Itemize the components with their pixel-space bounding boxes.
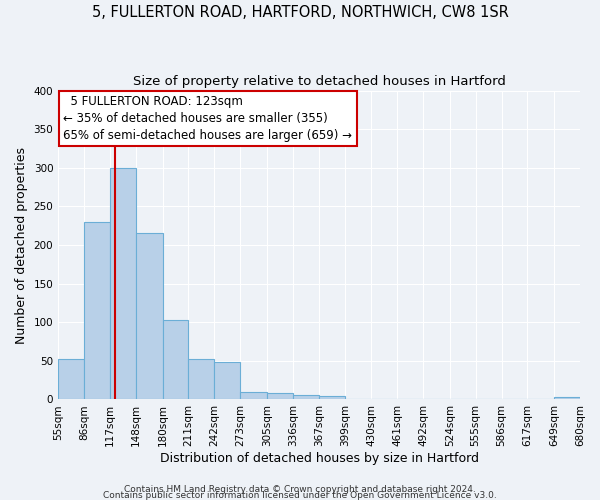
Bar [163,320,188,400]
Bar [293,395,319,400]
Bar [267,394,293,400]
Bar [110,168,136,400]
Bar [214,362,240,400]
Text: Contains HM Land Registry data © Crown copyright and database right 2024.: Contains HM Land Registry data © Crown c… [124,484,476,494]
Bar [240,392,267,400]
Title: Size of property relative to detached houses in Hartford: Size of property relative to detached ho… [133,75,506,88]
Bar [136,234,163,400]
Text: 5 FULLERTON ROAD: 123sqm  
← 35% of detached houses are smaller (355)
65% of sem: 5 FULLERTON ROAD: 123sqm ← 35% of detach… [64,95,352,142]
Bar [188,360,214,400]
Bar [84,222,110,400]
X-axis label: Distribution of detached houses by size in Hartford: Distribution of detached houses by size … [160,452,479,465]
Text: Contains public sector information licensed under the Open Government Licence v3: Contains public sector information licen… [103,490,497,500]
Bar [58,358,84,400]
Bar [319,396,346,400]
Text: 5, FULLERTON ROAD, HARTFORD, NORTHWICH, CW8 1SR: 5, FULLERTON ROAD, HARTFORD, NORTHWICH, … [92,5,508,20]
Y-axis label: Number of detached properties: Number of detached properties [15,146,28,344]
Bar [554,397,580,400]
